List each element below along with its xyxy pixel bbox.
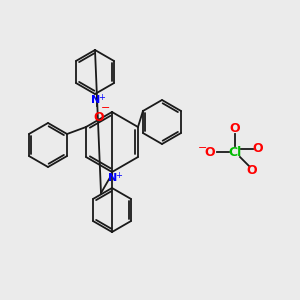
Text: O: O xyxy=(230,122,240,136)
Text: −: − xyxy=(198,143,208,153)
Text: +: + xyxy=(116,171,122,180)
Text: O: O xyxy=(94,111,104,124)
Text: −: − xyxy=(101,103,111,113)
Text: +: + xyxy=(99,93,105,102)
Text: O: O xyxy=(253,142,263,155)
Text: N: N xyxy=(92,95,100,105)
Text: Cl: Cl xyxy=(228,146,242,158)
Text: N: N xyxy=(108,173,118,183)
Text: O: O xyxy=(247,164,257,176)
Text: O: O xyxy=(205,146,215,158)
